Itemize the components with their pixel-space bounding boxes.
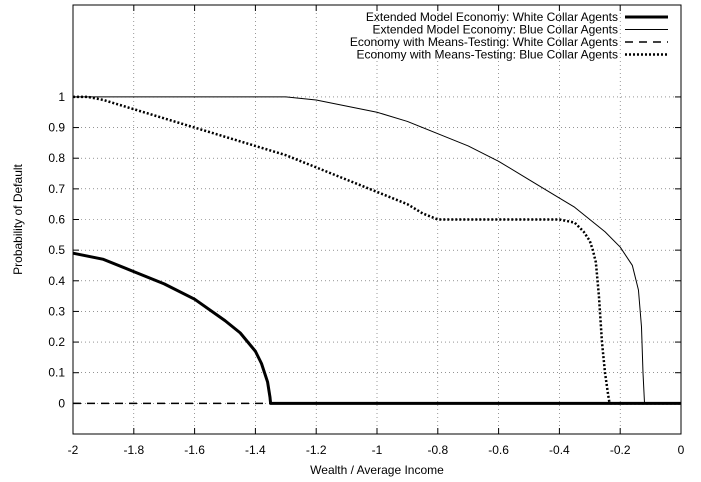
x-tick-label: -0.2 xyxy=(610,443,631,457)
x-tick-label: -1.6 xyxy=(184,443,205,457)
y-tick-label: 0.2 xyxy=(48,335,65,349)
x-axis-label: Wealth / Average Income xyxy=(310,463,444,477)
y-tick-label: 1 xyxy=(58,90,65,104)
y-tick-label: 0.5 xyxy=(48,243,65,257)
x-tick-label: 0 xyxy=(678,443,685,457)
y-tick-label: 0.3 xyxy=(48,304,65,318)
tick-labels: -2 -1.8 -1.6 -1.4 -1.2 -1 -0.8 -0.6 -0.4 -0.2 0 0 0.… xyxy=(48,90,684,457)
series-lines xyxy=(72,95,681,405)
series-line-4 xyxy=(73,95,681,405)
x-tick-label: -0.4 xyxy=(549,443,570,457)
axes xyxy=(72,4,682,435)
y-tick-label: 0.7 xyxy=(48,182,65,196)
series-line-1 xyxy=(72,251,681,405)
y-tick-label: 0 xyxy=(58,396,65,410)
x-tick-label: -1.8 xyxy=(123,443,144,457)
legend-label-4: Economy with Means-Testing: Blue Collar … xyxy=(357,48,618,62)
x-tick-label: -0.8 xyxy=(427,443,448,457)
legend: Extended Model Economy: White Collar Age… xyxy=(350,10,668,62)
x-tick-label: -2 xyxy=(68,443,79,457)
series-line-2 xyxy=(73,96,681,404)
y-tick-label: 0.6 xyxy=(48,213,65,227)
y-tick-label: 0.4 xyxy=(48,274,65,288)
legend-label-1: Extended Model Economy: White Collar Age… xyxy=(366,10,618,24)
y-tick-label: 0.8 xyxy=(48,151,65,165)
x-tick-label: -1 xyxy=(372,443,383,457)
y-tick-label: 0.9 xyxy=(48,121,65,135)
x-tick-label: -1.2 xyxy=(306,443,327,457)
y-axis-label: Probability of Default xyxy=(11,163,25,274)
y-tick-label: 0.1 xyxy=(48,366,65,380)
x-tick-label: -1.4 xyxy=(245,443,266,457)
legend-label-2: Extended Model Economy: Blue Collar Agen… xyxy=(373,23,618,37)
x-tick-label: -0.6 xyxy=(488,443,509,457)
legend-label-3: Economy with Means-Testing: White Collar… xyxy=(350,35,618,49)
plot-frame xyxy=(72,4,682,435)
